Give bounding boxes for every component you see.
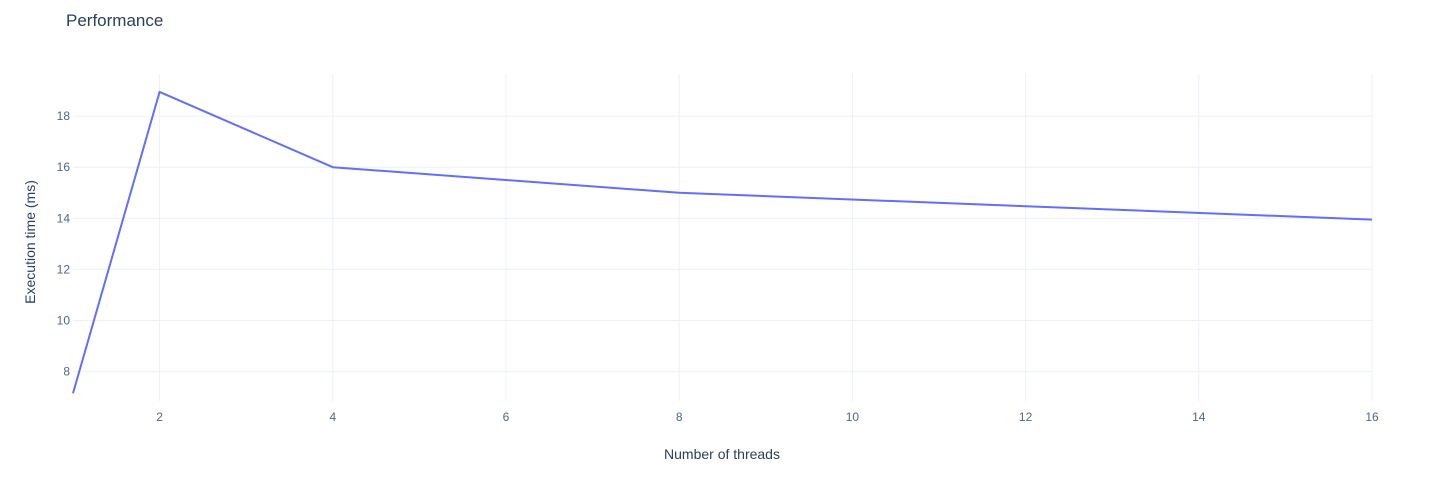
y-tick-label: 12 bbox=[57, 262, 71, 276]
y-tick-label: 16 bbox=[57, 160, 71, 174]
tick-layer: 2 4 6 8 10 12 14 16 8 10 12 14 16 18 bbox=[57, 109, 1379, 424]
grid-layer bbox=[73, 74, 1373, 401]
y-axis-label: Execution time (ms) bbox=[22, 180, 38, 304]
series-line bbox=[72, 90, 1373, 394]
x-axis-label: Number of threads bbox=[664, 446, 780, 462]
x-tick-label: 8 bbox=[676, 410, 683, 424]
x-tick-label: 12 bbox=[1019, 410, 1033, 424]
x-tick-label: 16 bbox=[1365, 410, 1379, 424]
x-tick-label: 6 bbox=[503, 410, 510, 424]
chart-title: Performance bbox=[66, 11, 163, 30]
series-layer bbox=[72, 90, 1373, 394]
y-tick-label: 14 bbox=[57, 211, 71, 225]
y-tick-label: 8 bbox=[63, 365, 70, 379]
y-tick-label: 10 bbox=[57, 314, 71, 328]
y-tick-label: 18 bbox=[57, 109, 71, 123]
x-tick-label: 14 bbox=[1192, 410, 1206, 424]
x-tick-label: 10 bbox=[846, 410, 860, 424]
x-tick-label: 2 bbox=[156, 410, 163, 424]
x-tick-label: 4 bbox=[329, 410, 336, 424]
